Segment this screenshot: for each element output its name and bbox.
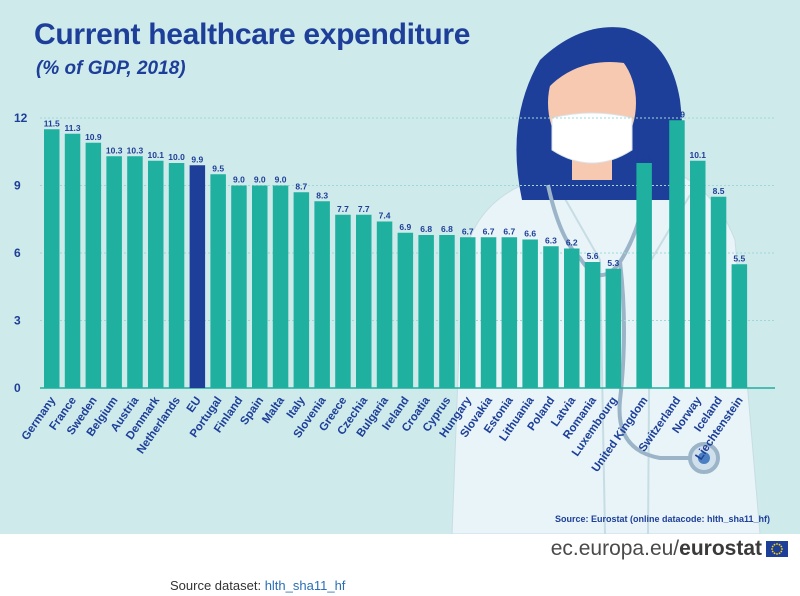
value-label-slovakia: 6.7 [483, 226, 495, 236]
bar-lithuania [522, 239, 538, 388]
eu-flag-icon [766, 541, 788, 557]
y-tick-9: 9 [14, 179, 21, 193]
category-label-malta: Malta [260, 394, 287, 425]
value-label-lithuania: 6.6 [524, 229, 536, 239]
value-label-croatia: 6.8 [420, 224, 432, 234]
bar-eu [189, 165, 206, 388]
value-label-italy: 8.7 [295, 181, 307, 191]
value-label-denmark: 10.1 [147, 150, 164, 160]
value-label-romania: 5.6 [587, 251, 599, 261]
bar-liechtenstein [731, 264, 748, 388]
bar-spain [252, 185, 268, 388]
bar-switzerland [669, 120, 685, 388]
source-note: Source: Eurostat (online datacode: hlth_… [554, 514, 770, 524]
chart-subtitle: (% of GDP, 2018) [36, 58, 186, 79]
bar-finland [231, 185, 247, 388]
bar-estonia [501, 237, 518, 388]
bar-poland [543, 246, 559, 388]
value-label-cyprus: 6.8 [441, 224, 453, 234]
bar-ireland [397, 232, 414, 388]
bar-united-kingdom [636, 163, 652, 388]
value-label-greece: 7.7 [337, 204, 349, 214]
value-label-austria: 10.3 [127, 145, 144, 155]
chart-panel: 11.5 11.3 10.9 10.3 10.3 10.1 10.0 9.9 9.5 9.0 9.0… [0, 0, 800, 534]
value-label-czechia: 7.7 [358, 204, 370, 214]
value-label-united-kingdom: 10.0 [636, 152, 653, 162]
value-label-france: 11.3 [65, 123, 81, 133]
bar-croatia [418, 235, 434, 388]
bar-luxembourg [605, 268, 622, 388]
value-label-switzerland: 11.9 [669, 109, 685, 119]
dataset-label: Source dataset: [170, 578, 262, 593]
value-label-finland: 9.0 [233, 175, 245, 185]
category-label-spain: Spain [238, 395, 266, 428]
bar-denmark [148, 160, 164, 388]
value-label-estonia: 6.7 [503, 226, 515, 236]
value-label-portugal: 9.5 [212, 163, 224, 173]
dataset-link[interactable]: hlth_sha11_hf [264, 578, 346, 593]
value-label-luxembourg: 5.3 [607, 258, 619, 268]
y-tick-0: 0 [14, 381, 21, 395]
bar-latvia [564, 248, 580, 388]
bar-netherlands [168, 163, 185, 388]
bar-sweden [85, 142, 102, 388]
bar-italy [293, 192, 310, 388]
y-tick-6: 6 [14, 246, 21, 260]
bar-czechia [356, 214, 372, 388]
value-label-hungary: 6.7 [462, 226, 474, 236]
bar-romania [584, 262, 601, 388]
value-label-slovenia: 8.3 [316, 190, 328, 200]
bar-malta [272, 185, 289, 388]
value-label-latvia: 6.2 [566, 238, 578, 248]
bar-cyprus [439, 235, 455, 388]
category-label-eu: EU [185, 395, 204, 415]
value-label-liechtenstein: 5.5 [733, 253, 745, 263]
value-label-bulgaria: 7.4 [379, 211, 391, 221]
y-tick-12: 12 [14, 111, 28, 125]
footer: ec.europa.eu/eurostat Source dataset: hl… [0, 534, 800, 596]
bars-group [44, 120, 748, 388]
value-label-netherlands: 10.0 [168, 152, 185, 162]
chart-title: Current healthcare expenditure [34, 18, 471, 51]
source-dataset: Source dataset: hlth_sha11_hf [170, 578, 345, 593]
bar-france [64, 133, 81, 388]
bar-greece [335, 214, 351, 388]
value-label-poland: 6.3 [545, 235, 557, 245]
value-label-spain: 9.0 [254, 175, 266, 185]
value-label-norway: 10.1 [689, 150, 706, 160]
value-label-sweden: 10.9 [85, 132, 102, 142]
value-label-germany: 11.5 [44, 118, 60, 128]
value-label-belgium: 10.3 [106, 145, 123, 155]
chart-svg: 11.5 11.310.910.3 10.3 10.1 10.0 9.99.59.0 9.0… [14, 27, 775, 534]
brand-domain: ec.europa.eu/ [550, 537, 680, 560]
value-label-malta: 9.0 [275, 175, 287, 185]
bar-hungary [460, 237, 476, 388]
bar-portugal [210, 174, 226, 388]
bar-belgium [106, 156, 122, 388]
bar-slovakia [480, 237, 497, 388]
bar-norway [690, 160, 706, 388]
y-tick-3: 3 [14, 314, 21, 328]
value-label-iceland: 8.5 [713, 186, 725, 196]
bar-slovenia [314, 201, 330, 388]
data-labels-group: 11.5 11.310.910.3 10.3 10.1 10.0 9.99.59.0 9.0… [44, 109, 746, 268]
value-label-ireland: 6.9 [399, 222, 411, 232]
brand-name: eurostat [679, 537, 762, 560]
bar-bulgaria [376, 221, 393, 388]
value-label-eu: 9.9 [191, 154, 203, 164]
bar-germany [44, 129, 60, 388]
y-tick-labels: 0 3 6 9 12 [14, 111, 28, 395]
eurostat-brand[interactable]: ec.europa.eu/eurostat [551, 537, 762, 561]
bar-austria [127, 156, 143, 388]
bar-iceland [710, 196, 727, 388]
